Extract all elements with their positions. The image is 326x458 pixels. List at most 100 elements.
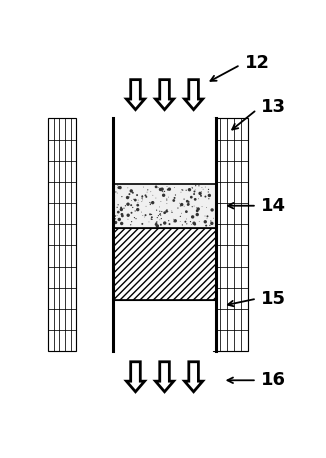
Point <box>206 191 211 199</box>
Point <box>210 206 215 213</box>
Point <box>115 201 121 208</box>
Point <box>136 202 141 209</box>
Point <box>207 192 212 199</box>
Point <box>203 222 208 229</box>
Point <box>157 216 162 224</box>
Point <box>187 186 192 193</box>
Point <box>180 221 185 229</box>
Point <box>128 221 133 229</box>
Point <box>126 201 131 208</box>
Point <box>202 213 208 220</box>
Point <box>195 212 200 219</box>
Point <box>135 202 140 209</box>
Point <box>157 211 162 218</box>
Point <box>198 190 203 197</box>
Point <box>118 216 123 223</box>
Point <box>149 213 155 221</box>
Point <box>150 191 156 199</box>
Point <box>139 208 144 216</box>
Point <box>144 189 150 196</box>
Point <box>126 216 131 223</box>
Point <box>166 217 171 224</box>
Bar <box>113 184 216 228</box>
Point <box>115 190 120 197</box>
Point <box>185 197 190 205</box>
Point <box>150 216 155 223</box>
Point <box>156 212 161 219</box>
Point <box>149 215 154 223</box>
Point <box>143 192 148 199</box>
Point <box>129 218 134 225</box>
Point <box>188 218 193 225</box>
Point <box>144 193 149 201</box>
Point <box>119 204 124 211</box>
Point <box>134 191 140 199</box>
Text: 13: 13 <box>260 98 286 116</box>
Point <box>190 184 195 191</box>
Point <box>117 184 123 191</box>
Point <box>158 198 163 205</box>
Point <box>121 205 126 212</box>
Point <box>129 197 134 204</box>
Point <box>113 219 118 226</box>
Point <box>154 218 159 225</box>
Point <box>148 188 153 196</box>
Point <box>133 196 138 204</box>
Point <box>164 195 170 202</box>
Point <box>166 193 171 201</box>
Point <box>160 188 165 195</box>
Point <box>131 196 137 203</box>
Point <box>126 212 131 219</box>
Point <box>153 194 158 202</box>
Point <box>175 204 181 212</box>
Point <box>192 188 197 195</box>
Point <box>145 186 150 193</box>
Point <box>211 214 216 222</box>
Point <box>191 202 197 210</box>
Point <box>127 191 132 198</box>
Point <box>123 202 128 209</box>
Point <box>192 220 197 228</box>
Point <box>112 213 118 220</box>
Bar <box>48 119 76 351</box>
Point <box>179 201 184 208</box>
Point <box>164 206 170 213</box>
Point <box>178 218 183 225</box>
Point <box>158 186 163 193</box>
Point <box>178 202 183 210</box>
Point <box>142 213 147 221</box>
Text: 12: 12 <box>245 54 270 72</box>
Point <box>130 204 135 211</box>
Point <box>183 218 188 225</box>
Point <box>154 183 159 191</box>
Point <box>140 195 145 202</box>
Point <box>194 204 199 211</box>
Point <box>140 192 145 200</box>
Point <box>149 211 154 218</box>
Point <box>148 201 153 208</box>
Point <box>114 212 120 219</box>
Polygon shape <box>126 80 145 109</box>
Point <box>197 218 202 225</box>
Point <box>196 205 201 213</box>
Point <box>133 207 138 215</box>
Point <box>155 222 160 229</box>
Polygon shape <box>126 362 145 392</box>
Point <box>155 184 160 191</box>
Point <box>162 188 167 195</box>
Point <box>193 196 198 203</box>
Point <box>191 219 197 227</box>
Point <box>129 187 134 195</box>
Point <box>158 210 163 218</box>
Point <box>162 209 167 216</box>
Point <box>199 192 204 200</box>
Point <box>150 199 155 207</box>
Point <box>132 214 137 221</box>
Point <box>189 221 194 228</box>
Point <box>157 203 162 211</box>
Point <box>171 197 176 204</box>
Point <box>189 184 195 191</box>
Point <box>180 186 185 194</box>
Point <box>207 222 213 229</box>
Text: 16: 16 <box>260 371 286 389</box>
